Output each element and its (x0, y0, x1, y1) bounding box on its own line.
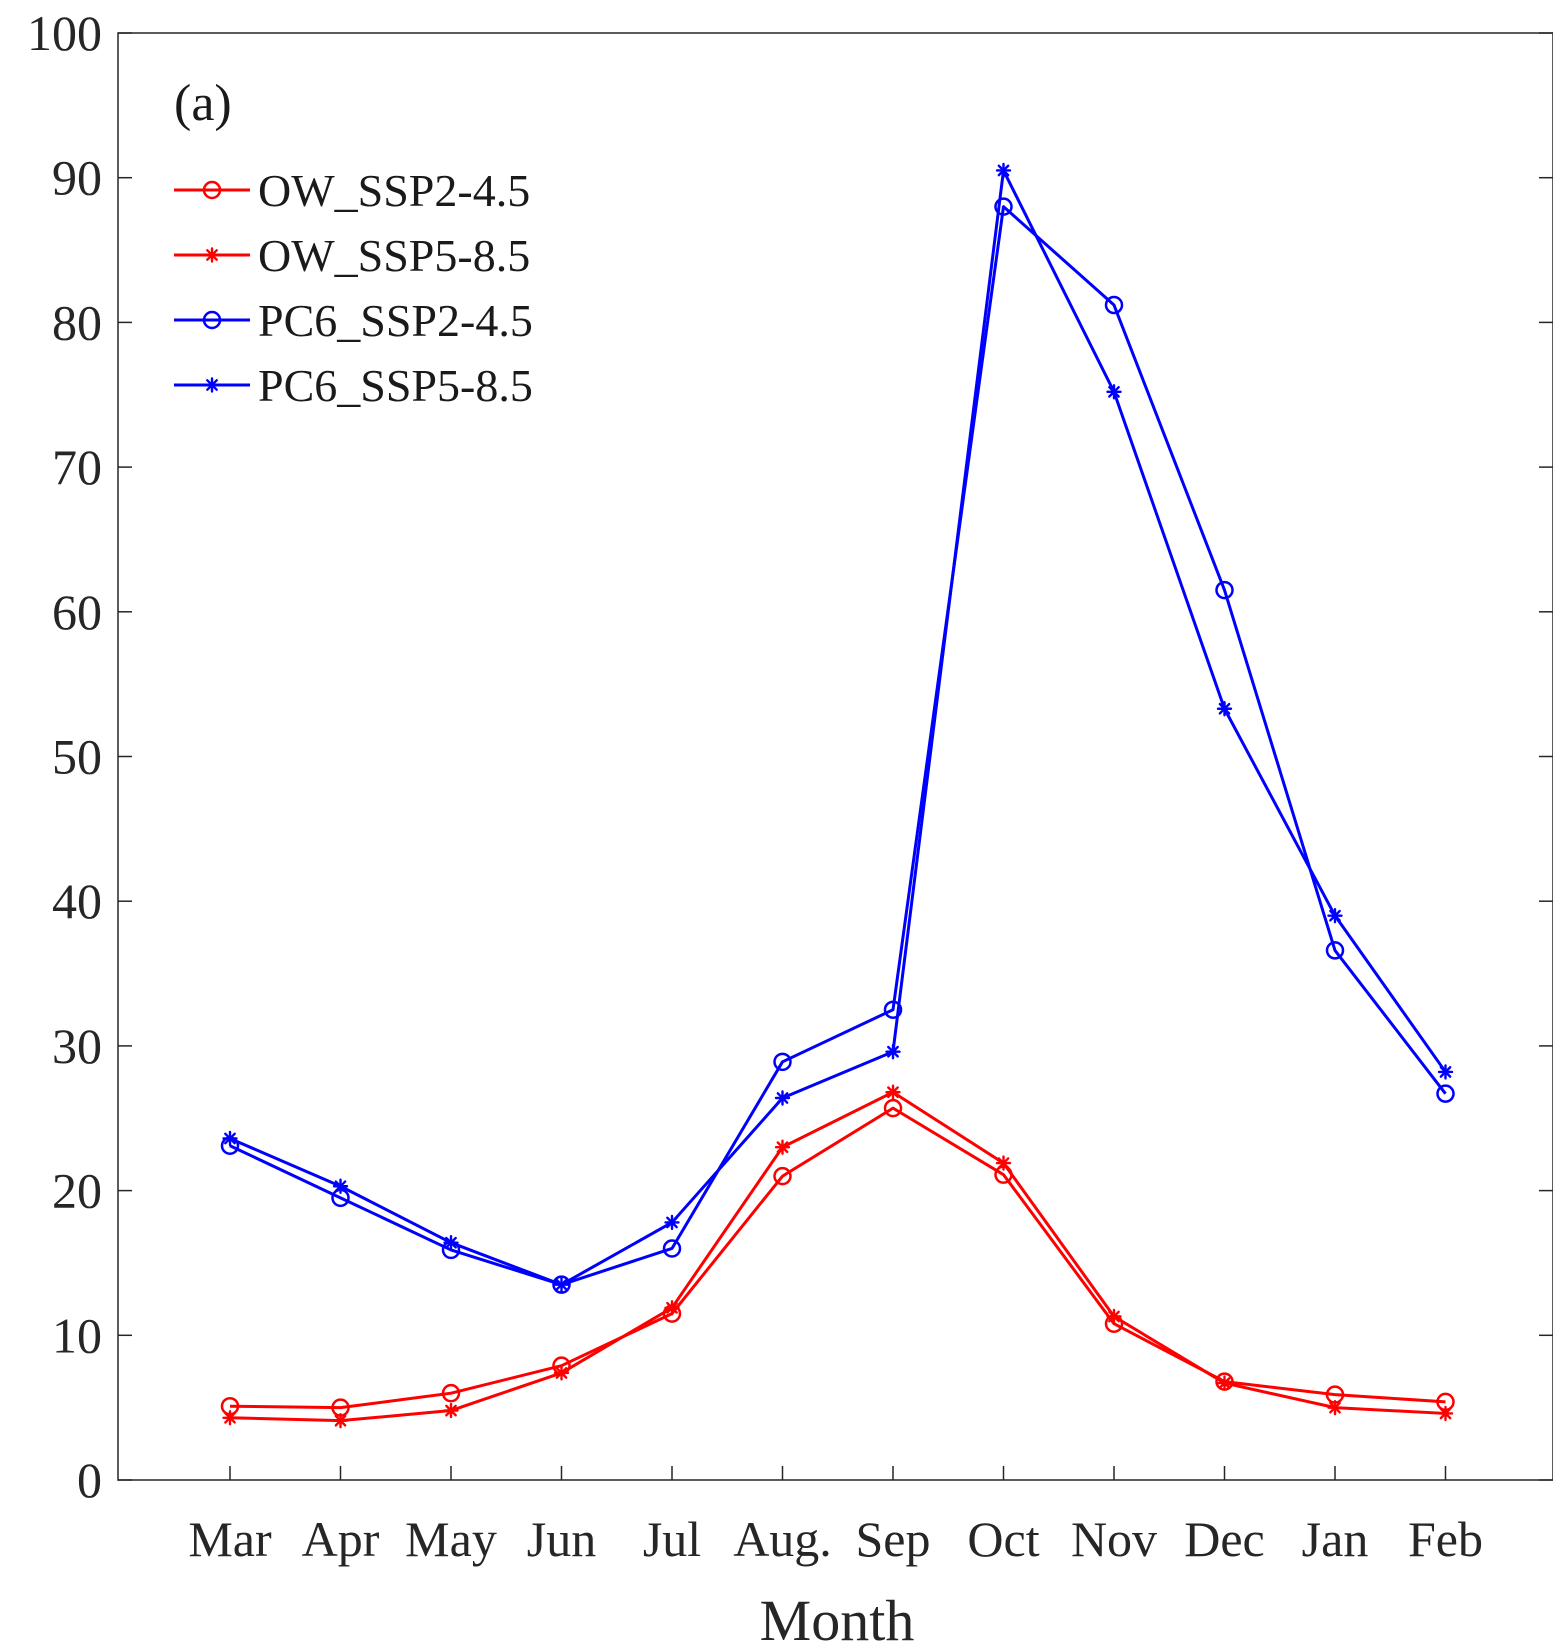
x-tick-label: Jan (1302, 1511, 1369, 1567)
data-point (222, 1410, 238, 1426)
data-point (1436, 1084, 1455, 1103)
x-tick-label: Jul (643, 1511, 701, 1567)
data-point (883, 1000, 903, 1019)
data-point (994, 197, 1013, 216)
legend: OW_SSP2-4.5 OW_SSP5-8.5 PC6_SSP2-4.5 PC6_SS… (174, 165, 533, 411)
series-line (229, 1106, 1446, 1410)
legend-label: PC6_SSP5-8.5 (258, 360, 533, 411)
x-tick-label: May (405, 1511, 497, 1567)
data-point (1216, 701, 1233, 717)
data-point (883, 1098, 903, 1118)
legend-item: OW_SSP5-8.5 (174, 230, 530, 281)
y-tick-label: 70 (52, 439, 102, 495)
data-point (664, 1300, 680, 1316)
y-tick-label: 100 (27, 5, 102, 61)
panel-label: (a) (174, 75, 232, 132)
data-point (1327, 1399, 1343, 1416)
y-axis: 0 10 20 30 40 50 60 70 80 90 100 (27, 5, 1553, 1508)
legend-marker (202, 310, 222, 330)
series-PC6_SSP5-8.5 (222, 162, 1454, 1293)
data-point (662, 1239, 682, 1258)
data-point (995, 1155, 1012, 1171)
data-point (664, 1214, 680, 1231)
x-tick-label: Sep (856, 1511, 931, 1567)
x-tick-label: Feb (1408, 1511, 1483, 1567)
data-point (553, 1276, 570, 1293)
x-tick-label: Oct (967, 1511, 1039, 1567)
data-point (441, 1383, 461, 1403)
data-point (553, 1365, 570, 1381)
legend-label: OW_SSP5-8.5 (258, 230, 530, 281)
data-point (773, 1052, 792, 1072)
data-point (773, 1166, 792, 1186)
data-point (552, 1275, 571, 1294)
data-point (1325, 941, 1345, 960)
legend-item: OW_SSP2-4.5 (174, 165, 530, 216)
x-axis-title: Month (760, 1588, 915, 1652)
data-point (774, 1139, 791, 1155)
x-tick-label: Aug. (733, 1511, 832, 1567)
x-tick-label: Apr (302, 1511, 380, 1567)
data-point (443, 1402, 459, 1419)
y-tick-label: 0 (77, 1452, 102, 1508)
data-point (1106, 1308, 1122, 1325)
legend-label: PC6_SSP2-4.5 (258, 295, 533, 346)
legend-marker (204, 247, 220, 263)
y-tick-label: 90 (52, 150, 102, 206)
y-tick-label: 30 (52, 1018, 102, 1074)
data-point (1104, 295, 1124, 315)
data-point (222, 1130, 238, 1147)
data-point (885, 1043, 901, 1060)
x-axis: Mar Apr May Jun Jul Aug. Sep Oct Nov Dec Jan Feb (188, 1466, 1483, 1567)
x-tick-label: Nov (1071, 1511, 1157, 1567)
data-point (443, 1234, 459, 1251)
y-tick-label: 60 (52, 584, 102, 640)
data-point (332, 1178, 349, 1194)
x-tick-label: Dec (1184, 1511, 1265, 1567)
data-point (995, 162, 1012, 179)
y-tick-label: 20 (52, 1163, 102, 1219)
legend-item: PC6_SSP2-4.5 (174, 295, 533, 346)
data-point (885, 1084, 901, 1100)
legend-item: PC6_SSP5-8.5 (174, 360, 533, 411)
legend-marker (202, 180, 222, 200)
data-point (1106, 384, 1122, 400)
data-point (1437, 1064, 1454, 1080)
y-tick-label: 40 (52, 873, 102, 929)
x-tick-label: Mar (188, 1511, 272, 1567)
y-tick-label: 50 (52, 729, 102, 785)
y-tick-label: 10 (52, 1307, 102, 1363)
series-line (229, 1090, 1446, 1423)
data-point (1437, 1405, 1454, 1422)
legend-marker (204, 377, 220, 393)
series-line (229, 168, 1447, 1287)
y-tick-label: 80 (52, 294, 102, 350)
series-layer (220, 162, 1455, 1429)
legend-label: OW_SSP2-4.5 (258, 165, 530, 216)
data-point (1327, 907, 1343, 924)
data-point (774, 1090, 791, 1106)
x-tick-label: Jun (527, 1511, 596, 1567)
series-line (229, 205, 1447, 1287)
series-OW_SSP5-8.5 (222, 1084, 1454, 1429)
data-point (1216, 1375, 1233, 1391)
data-point (1215, 580, 1234, 600)
series-OW_SSP2-4.5 (220, 1098, 1455, 1417)
data-point (332, 1412, 349, 1429)
